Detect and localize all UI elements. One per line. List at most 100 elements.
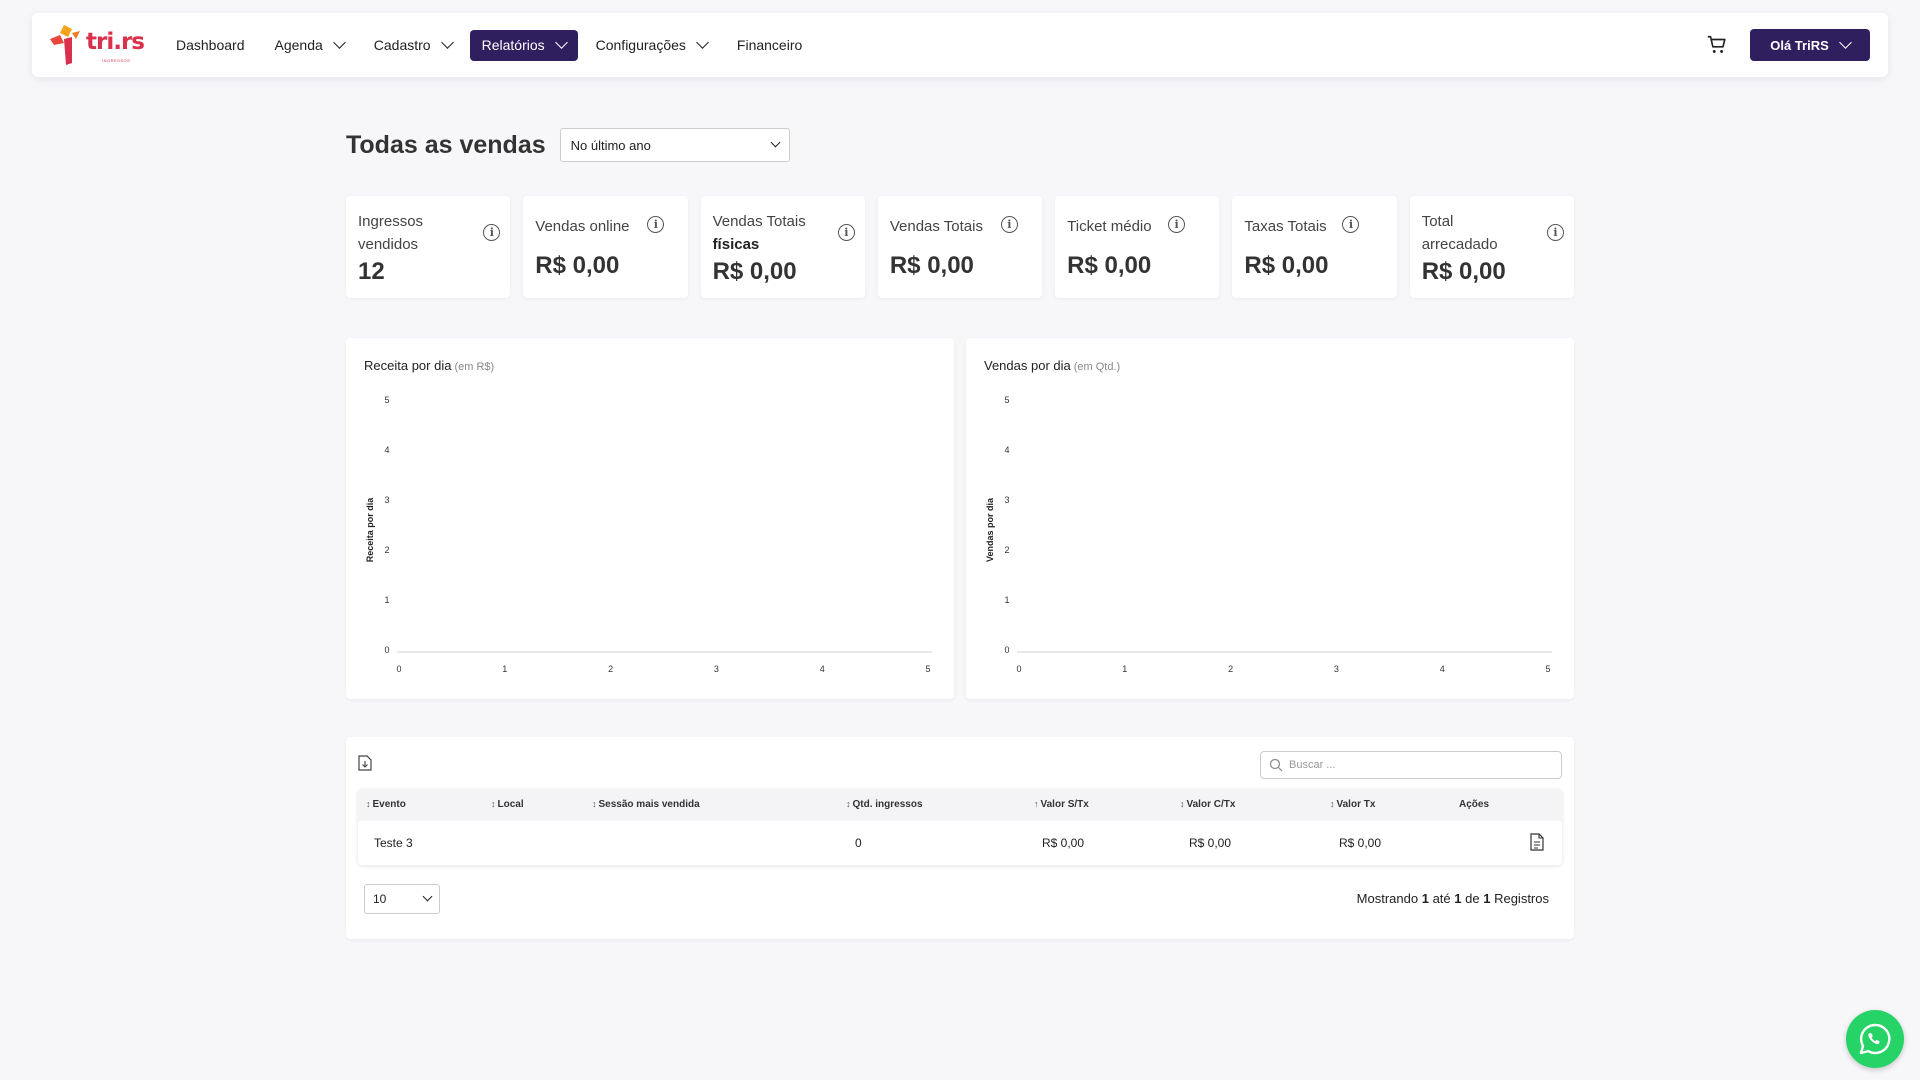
column-header-qtd[interactable]: ↕ Qtd. ingressos — [846, 799, 923, 810]
x-tick-label: 3 — [714, 664, 719, 674]
chevron-down-icon — [422, 891, 433, 902]
logo-subtitle: INGRESSOS — [102, 58, 131, 63]
search-icon — [1269, 758, 1283, 772]
y-tick-label: 3 — [1004, 495, 1009, 505]
column-header-label: Valor Tx — [1336, 799, 1376, 810]
sales-table-card: ↕Evento ↕Local ↕Sessão mais vendida ↕Qtd… — [346, 737, 1574, 939]
column-header-acoes: Ações — [1459, 799, 1490, 810]
per-page-value: 10 — [373, 892, 387, 906]
nav-item-label: Agenda — [274, 37, 323, 53]
info-icon[interactable]: i — [1000, 216, 1018, 233]
x-tick-label: 1 — [1122, 664, 1127, 674]
card-label: Vendas Totais — [889, 218, 983, 235]
y-tick-label: 5 — [384, 395, 389, 405]
y-tick-label: 0 — [1004, 645, 1009, 655]
card-label: Vendas Totais físicas — [713, 210, 833, 256]
sales-table: ↕ Evento ↕ Local ↕ Sessão mais vendida ↕ Qtd… — [358, 789, 1562, 865]
card-value: R$ 0,00 — [889, 252, 974, 279]
chevron-down-icon — [696, 36, 709, 49]
search-input[interactable] — [1289, 759, 1549, 771]
card-label-text: Vendas Totais — [712, 213, 806, 230]
info-icon[interactable]: i — [1342, 216, 1360, 233]
user-menu-label: Olá TriRS — [1770, 37, 1829, 53]
x-tick-label: 4 — [820, 664, 825, 674]
y-tick-label: 0 — [384, 645, 389, 655]
column-header-sessao[interactable]: ↕ Sessão mais vendida — [592, 799, 700, 810]
y-tick-label: 4 — [1004, 445, 1009, 455]
nav-item-agenda[interactable]: Agenda — [263, 30, 356, 61]
card-ingressos-vendidos: Ingressos vendidos i 12 — [346, 196, 511, 298]
page-title: Todas as vendas — [346, 130, 546, 159]
user-menu-button[interactable]: Olá TriRS — [1750, 29, 1870, 61]
nav-item-dashboard[interactable]: Dashboard — [164, 30, 257, 61]
sort-icon: ↕ — [592, 799, 597, 809]
cart-icon[interactable] — [1706, 34, 1728, 56]
chevron-down-icon — [440, 36, 454, 49]
y-axis-label: Receita por dia — [365, 497, 375, 563]
cell-valor-ctx: R$ 0,00 — [1189, 836, 1232, 850]
logo[interactable]: tri.rs INGRESSOS — [50, 21, 145, 69]
column-header-valor-tx[interactable]: ↕ Valor Tx — [1330, 799, 1375, 810]
chart-title-unit: (em R$) — [454, 361, 495, 373]
logo-mark-icon — [50, 25, 80, 65]
column-header-local[interactable]: ↕ Local — [491, 799, 524, 810]
paging-total: 1 — [1483, 891, 1491, 906]
chevron-down-icon — [1838, 36, 1852, 49]
chart-vendas-svg: 0 1 2 3 4 5 0 1 2 3 4 5 Vendas por dia — [985, 395, 1552, 674]
top-navbar: tri.rs INGRESSOS Dashboard Agenda Cadast… — [32, 13, 1888, 77]
nav-item-financeiro[interactable]: Financeiro — [725, 30, 814, 61]
cell-evento: Teste 3 — [374, 836, 413, 850]
card-label: Ingressos vendidos — [358, 213, 424, 253]
logo-text: tri.rs — [86, 29, 145, 55]
table-row[interactable]: Teste 3 0 R$ 0,00 R$ 0,00 R$ 0,00 — [358, 821, 1562, 865]
x-tick-label: 2 — [1228, 664, 1233, 674]
nav-item-label: Dashboard — [176, 37, 245, 53]
paging-to-word: até — [1432, 891, 1451, 906]
row-report-icon[interactable] — [1530, 833, 1544, 851]
main-content: Todas as vendas No último ano Ingressos … — [346, 128, 1574, 939]
y-tick-label: 2 — [384, 545, 389, 555]
column-header-evento[interactable]: ↕ Evento — [366, 799, 406, 810]
column-header-valor-ctx[interactable]: ↕ Valor C/Tx — [1180, 799, 1235, 810]
chevron-down-icon — [332, 36, 346, 49]
column-header-label: Valor C/Tx — [1186, 799, 1236, 810]
paging-suffix: Registros — [1494, 891, 1549, 906]
nav-item-label: Cadastro — [373, 37, 431, 53]
nav-item-relatorios[interactable]: Relatórios — [469, 29, 578, 61]
sort-icon: ↕ — [491, 799, 496, 809]
info-icon[interactable]: i — [837, 224, 855, 241]
info-icon[interactable]: i — [1168, 216, 1186, 233]
chart-receita-por-dia: Receita por dia (em R$) 0 1 2 3 4 5 0 1 2 3 4 5 Recei… — [346, 338, 954, 699]
info-icon[interactable]: i — [483, 224, 501, 241]
info-icon[interactable]: i — [1546, 224, 1564, 241]
card-value: 12 — [358, 258, 385, 285]
export-file-icon[interactable] — [358, 755, 372, 771]
column-header-valor-stx[interactable]: ↑ Valor S/Tx — [1034, 799, 1089, 810]
card-value: R$ 0,00 — [1244, 252, 1329, 279]
per-page-select[interactable]: 10 — [364, 884, 440, 914]
chart-title: Vendas por dia (em Qtd.) — [984, 358, 1120, 373]
sort-icon: ↕ — [1330, 799, 1335, 809]
card-taxas-totais: Taxas Totais i R$ 0,00 — [1232, 196, 1397, 298]
cell-valor-tx: R$ 0,00 — [1339, 836, 1382, 850]
nav-item-cadastro[interactable]: Cadastro — [362, 30, 464, 61]
chart-title-text: Receita por dia — [364, 358, 452, 373]
chart-title-text: Vendas por dia — [984, 358, 1071, 373]
sort-icon: ↕ — [846, 799, 851, 809]
column-header-label: Evento — [372, 799, 406, 810]
paging-from: 1 — [1421, 891, 1429, 906]
period-select[interactable]: No último ano — [559, 128, 790, 162]
card-value: R$ 0,00 — [712, 258, 797, 285]
whatsapp-button[interactable] — [1846, 1010, 1904, 1068]
column-header-label: Sessão mais vendida — [598, 799, 700, 810]
nav-item-label: Relatórios — [481, 37, 545, 53]
chevron-down-icon — [554, 36, 568, 49]
card-label: Taxas Totais — [1244, 218, 1327, 235]
chart-vendas-por-dia: Vendas por dia (em Qtd.) 0 1 2 3 4 5 0 1 2 3 4 5 Vend… — [966, 338, 1574, 699]
info-icon[interactable]: i — [647, 216, 665, 233]
card-label: Vendas online — [535, 218, 630, 235]
paging-of-word: de — [1465, 891, 1480, 906]
nav-item-configuracoes[interactable]: Configurações — [584, 30, 719, 61]
card-vendas-totais-fisicas: Vendas Totais físicas i R$ 0,00 — [700, 196, 865, 298]
nav-menu: Dashboard Agenda Cadastro Relatórios Con… — [164, 29, 814, 61]
